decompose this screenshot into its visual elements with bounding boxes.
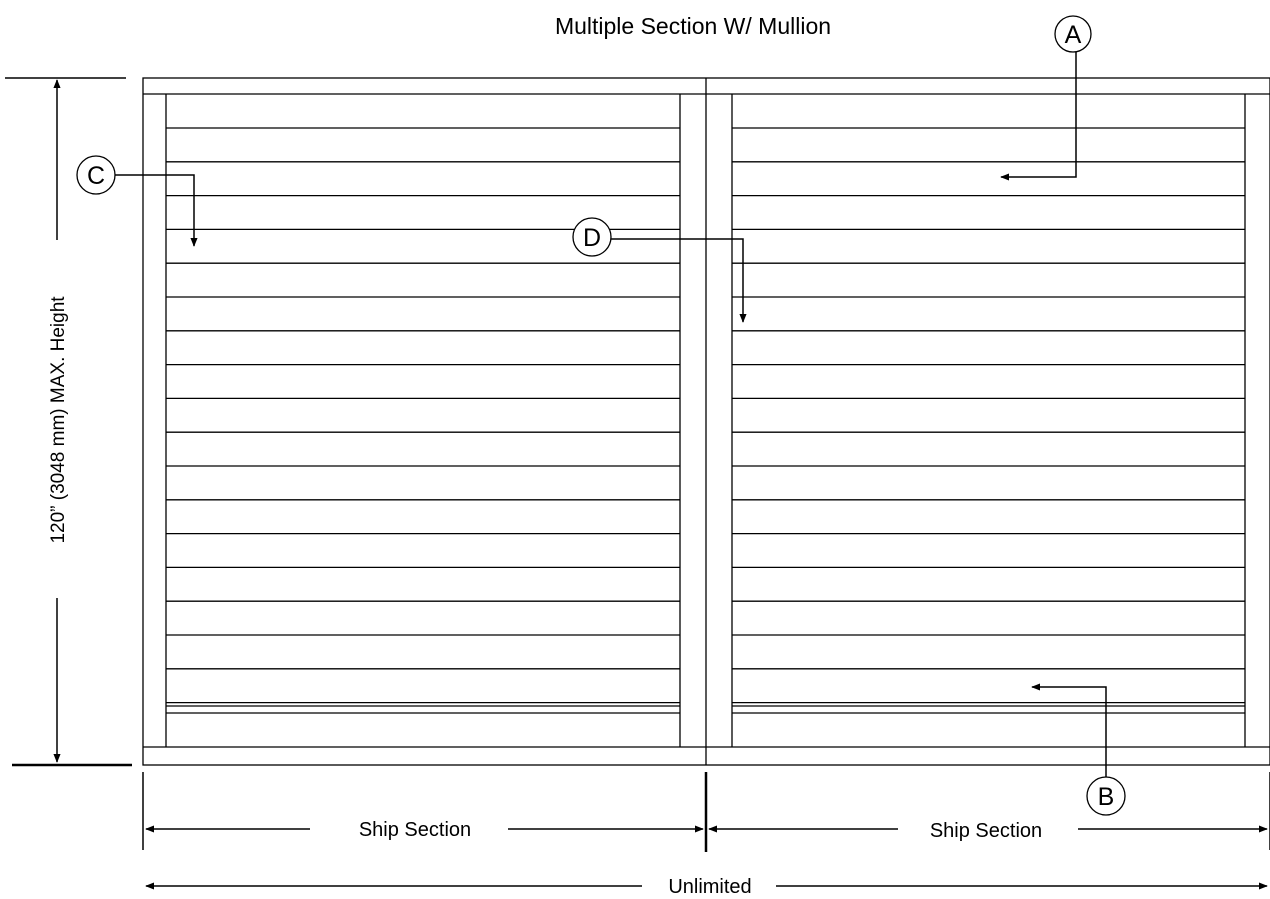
callout-a-label: A [1065, 21, 1082, 49]
right-section-blades [732, 127, 1245, 714]
height-label: 120” (3048 mm) MAX. Height [48, 296, 69, 544]
callout-b-leader [1031, 683, 1107, 777]
callout-c: C [76, 155, 198, 247]
callout-c-label: C [87, 162, 105, 190]
left-section-blades [166, 127, 680, 714]
callout-d-label: D [583, 224, 601, 252]
callout-d: D [572, 217, 747, 323]
callout-b-circle [1086, 776, 1126, 816]
callout-a: A [1000, 15, 1092, 181]
frame [142, 77, 1270, 766]
section-label-left: Ship Section [359, 819, 471, 841]
section-label-right: Ship Section [930, 820, 1042, 842]
height-dimension [5, 77, 132, 767]
callout-d-leader [609, 238, 747, 323]
callout-b-label: B [1098, 783, 1115, 811]
callout-c-leader [114, 174, 198, 247]
callout-a-leader [1000, 52, 1077, 181]
callout-d-circle [572, 217, 612, 257]
diagram-title: Multiple Section W/ Mullion [555, 13, 831, 39]
overall-label: Unlimited [668, 876, 751, 898]
section-dimensions [142, 772, 1270, 890]
callout-b: B [1031, 683, 1126, 816]
callout-c-circle [76, 155, 116, 195]
callout-a-circle [1054, 15, 1092, 53]
